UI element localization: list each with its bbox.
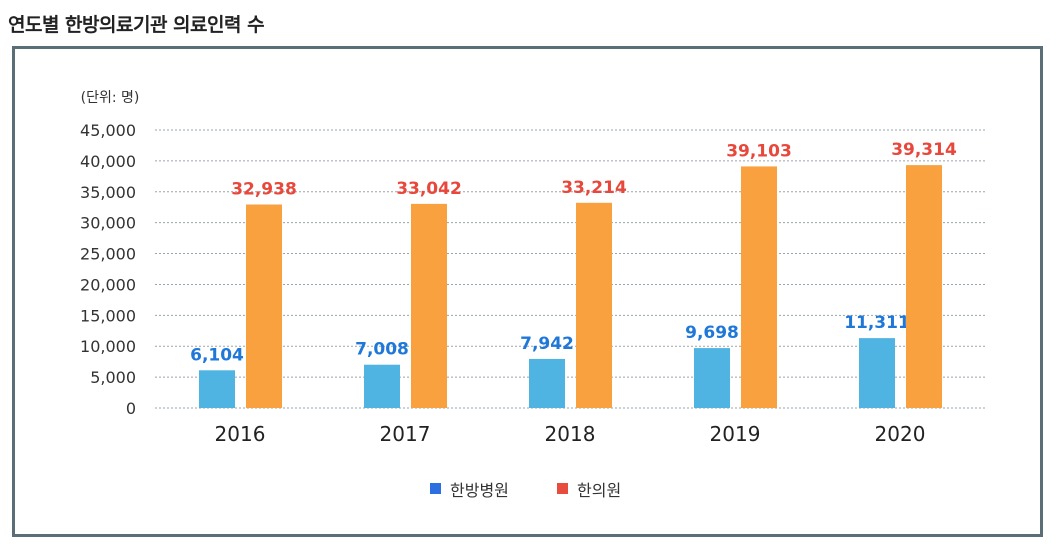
data-label: 6,104 [190,345,244,365]
unit-label: (단위: 명) [81,90,140,106]
bar-hanbang-hospital [529,358,565,408]
x-tick-label: 2020 [875,422,926,446]
x-tick-label: 2018 [545,422,596,446]
data-label: 7,942 [520,334,574,354]
legend-label: 한의원 [577,481,621,500]
chart-title: 연도별 한방의료기관 의료인력 수 [8,14,265,36]
x-tick-label: 2016 [215,422,266,446]
bar-hanuiwon [411,203,447,408]
data-label: 33,214 [561,178,627,198]
bar-hanbang-hospital [199,370,235,408]
y-tick-label: 40,000 [80,152,136,171]
chart-frame [12,46,1043,537]
legend-swatch [557,483,568,494]
bar-hanuiwon [741,166,777,408]
y-tick-label: 20,000 [80,275,136,294]
legend-swatch [430,483,441,494]
data-label: 11,311 [844,313,910,333]
bar-hanuiwon [906,165,942,408]
bar-hanuiwon [576,202,612,408]
data-label: 7,008 [355,340,409,360]
y-tick-label: 5,000 [90,368,136,387]
y-tick-label: 45,000 [80,121,136,140]
data-label: 32,938 [231,180,297,200]
bar-hanuiwon [246,204,282,408]
y-tick-label: 35,000 [80,183,136,202]
data-label: 39,314 [891,140,957,160]
y-tick-label: 0 [126,399,136,418]
x-tick-label: 2017 [380,422,431,446]
data-label: 33,042 [396,179,462,199]
x-tick-label: 2019 [710,422,761,446]
y-tick-label: 30,000 [80,214,136,233]
y-tick-label: 10,000 [80,337,136,356]
y-tick-label: 15,000 [80,306,136,325]
bar-hanbang-hospital [694,348,730,408]
legend-label: 한방병원 [450,481,509,500]
y-tick-label: 25,000 [80,245,136,264]
bar-hanbang-hospital [859,338,895,408]
data-label: 9,698 [685,323,739,343]
bar-hanbang-hospital [364,364,400,408]
data-label: 39,103 [726,141,792,161]
